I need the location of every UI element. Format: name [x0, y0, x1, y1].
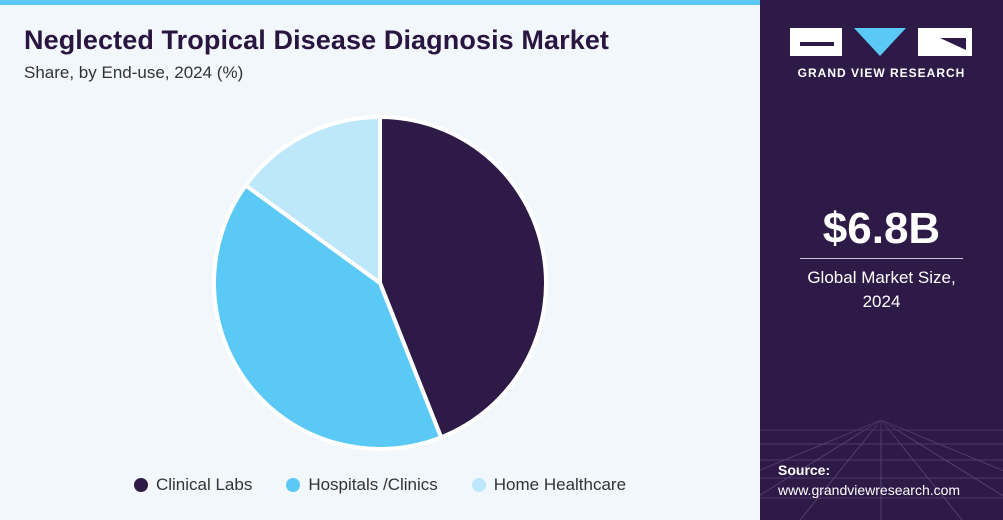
market-size-label-line1: Global Market Size, [807, 268, 956, 287]
legend-label: Home Healthcare [493, 475, 627, 494]
legend-swatch [133, 478, 148, 492]
chart-title: Neglected Tropical Disease Diagnosis Mar… [24, 25, 610, 55]
legend-item-hospitals-clinics: Hospitals /Clinics [286, 475, 438, 495]
legend-label: Hospitals /Clinics [308, 475, 438, 494]
market-size-label: Global Market Size, 2024 [760, 266, 1003, 314]
pie-slice-hospitals-clinics [212, 183, 444, 451]
legend-item-home-healthcare: Home Healthcare [471, 475, 627, 495]
pie-slice-home-healthcare [243, 115, 382, 285]
legend-label: Clinical Labs [155, 475, 253, 494]
brand-name: GRAND VIEW RESEARCH [797, 66, 966, 80]
market-size-value: $6.8B [822, 204, 941, 253]
source-url: www.grandviewresearch.com [778, 482, 961, 498]
legend-swatch [471, 478, 486, 492]
chart-legend: Clinical Labs Hospitals /Clinics Home He… [0, 475, 760, 495]
sidebar: GRAND VIEW RESEARCH $6.8B Global Market … [760, 0, 1003, 520]
brand-logo-icon [790, 28, 972, 56]
pie-chart [212, 115, 548, 451]
source-label: Source: [778, 462, 831, 478]
chart-subtitle: Share, by End-use, 2024 (%) [24, 63, 244, 82]
divider [800, 258, 963, 259]
chart-panel: Neglected Tropical Disease Diagnosis Mar… [0, 0, 760, 520]
pie-slice-clinical-labs [378, 115, 548, 440]
grid-decoration [760, 400, 1003, 520]
legend-item-clinical-labs: Clinical Labs [133, 475, 253, 495]
legend-swatch [286, 478, 301, 492]
market-size-label-line2: 2024 [862, 292, 901, 311]
